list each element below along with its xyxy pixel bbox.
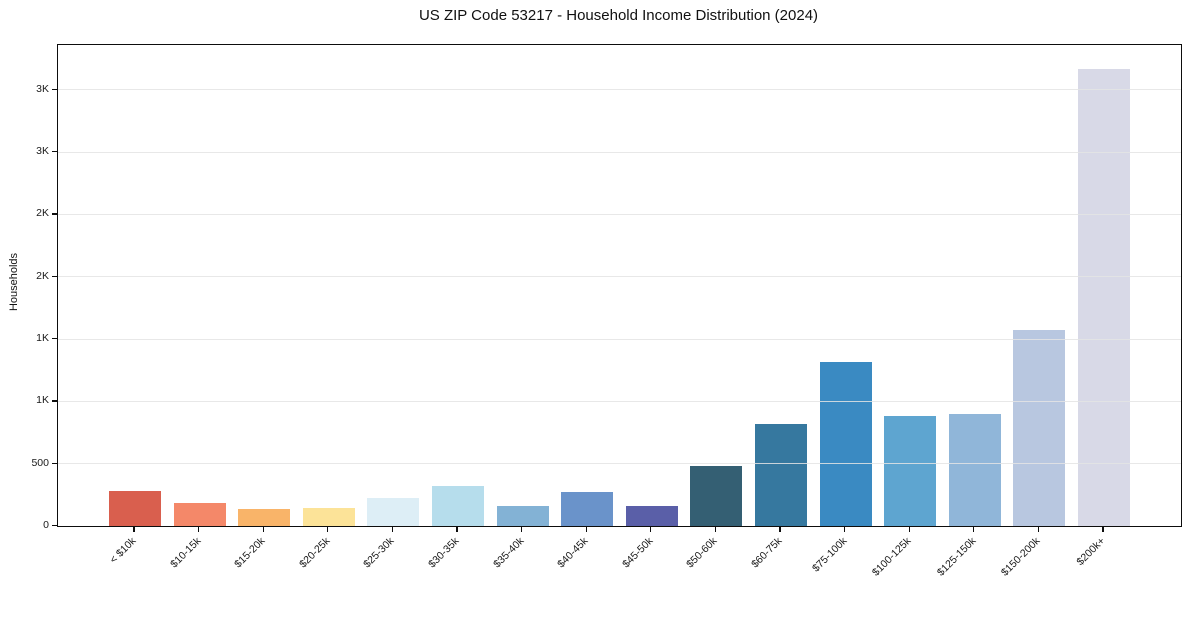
- bar: [173, 502, 226, 526]
- x-tick-mark: [844, 526, 846, 532]
- y-tick-label: 3K: [36, 145, 49, 158]
- gridline: [58, 89, 1181, 91]
- gridline: [58, 213, 1181, 215]
- bar: [948, 413, 1001, 526]
- y-tick-mark: [52, 88, 57, 91]
- x-tick-mark: [973, 526, 975, 532]
- x-tick-mark: [585, 526, 587, 532]
- x-tick-mark: [1102, 526, 1104, 532]
- y-tick-label: 1K: [36, 394, 49, 407]
- x-tick-mark: [714, 526, 717, 532]
- bar: [690, 466, 743, 526]
- y-tick-label: 2K: [36, 207, 49, 220]
- bar: [1013, 330, 1066, 526]
- gridline: [58, 463, 1181, 465]
- x-tick-mark: [908, 526, 910, 532]
- x-tick-mark: [391, 526, 394, 532]
- x-tick-mark: [198, 526, 200, 532]
- chart-title: US ZIP Code 53217 - Household Income Dis…: [418, 7, 819, 24]
- bar: [431, 485, 484, 526]
- y-tick-mark: [52, 462, 57, 464]
- y-tick-label: 2K: [36, 269, 49, 282]
- bar: [884, 416, 937, 526]
- y-tick-mark: [52, 213, 57, 215]
- bar: [754, 423, 807, 526]
- gridline: [58, 151, 1181, 153]
- x-tick-mark: [262, 526, 264, 532]
- y-tick-label: 3K: [36, 82, 49, 95]
- y-tick-label: 500: [31, 456, 49, 469]
- bar: [367, 497, 420, 526]
- x-tick-mark: [327, 526, 329, 532]
- y-tick-mark: [52, 151, 57, 153]
- bar: [561, 492, 614, 526]
- bar: [625, 506, 678, 526]
- income-distribution-chart: US ZIP Code 53217 - Household Income Dis…: [8, 7, 1182, 579]
- x-tick-mark: [456, 526, 458, 532]
- x-tick-mark: [1037, 526, 1040, 532]
- y-tick-mark: [52, 525, 57, 527]
- bar: [108, 491, 161, 526]
- y-tick-mark: [52, 338, 57, 340]
- x-tick-mark: [779, 526, 781, 532]
- gridline: [58, 276, 1181, 278]
- gridline: [58, 400, 1181, 402]
- bar: [238, 509, 291, 526]
- x-tick-mark: [521, 526, 523, 532]
- x-tick-mark: [133, 526, 135, 532]
- x-tick-mark: [650, 526, 652, 532]
- y-tick-label: 1K: [36, 332, 49, 345]
- y-tick-mark: [52, 275, 57, 278]
- plot-area: [57, 44, 1182, 527]
- bar: [302, 507, 355, 526]
- bar: [819, 361, 872, 526]
- bar: [496, 506, 549, 526]
- y-tick-mark: [52, 400, 57, 402]
- y-tick-label: 0: [43, 519, 49, 531]
- gridline: [58, 338, 1181, 340]
- bar: [1077, 68, 1130, 526]
